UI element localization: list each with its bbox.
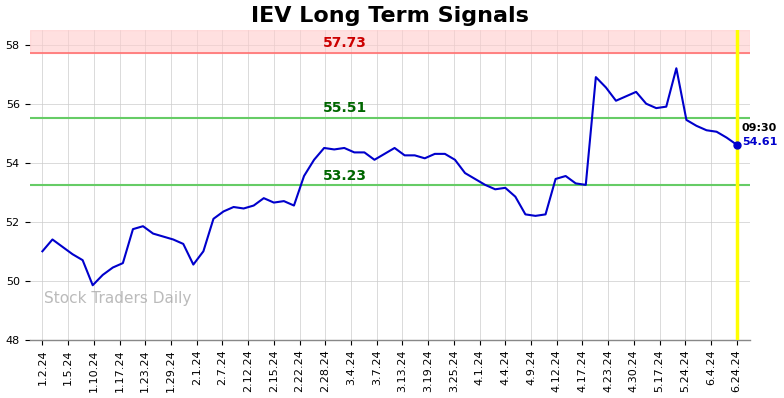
Text: Stock Traders Daily: Stock Traders Daily: [44, 291, 191, 306]
Text: 55.51: 55.51: [323, 101, 367, 115]
Text: 57.73: 57.73: [323, 36, 367, 50]
Title: IEV Long Term Signals: IEV Long Term Signals: [251, 6, 528, 25]
Text: 09:30: 09:30: [742, 123, 777, 133]
Text: 54.61: 54.61: [742, 137, 777, 147]
Text: 53.23: 53.23: [323, 168, 367, 183]
Bar: [30, 30, 750, 53]
